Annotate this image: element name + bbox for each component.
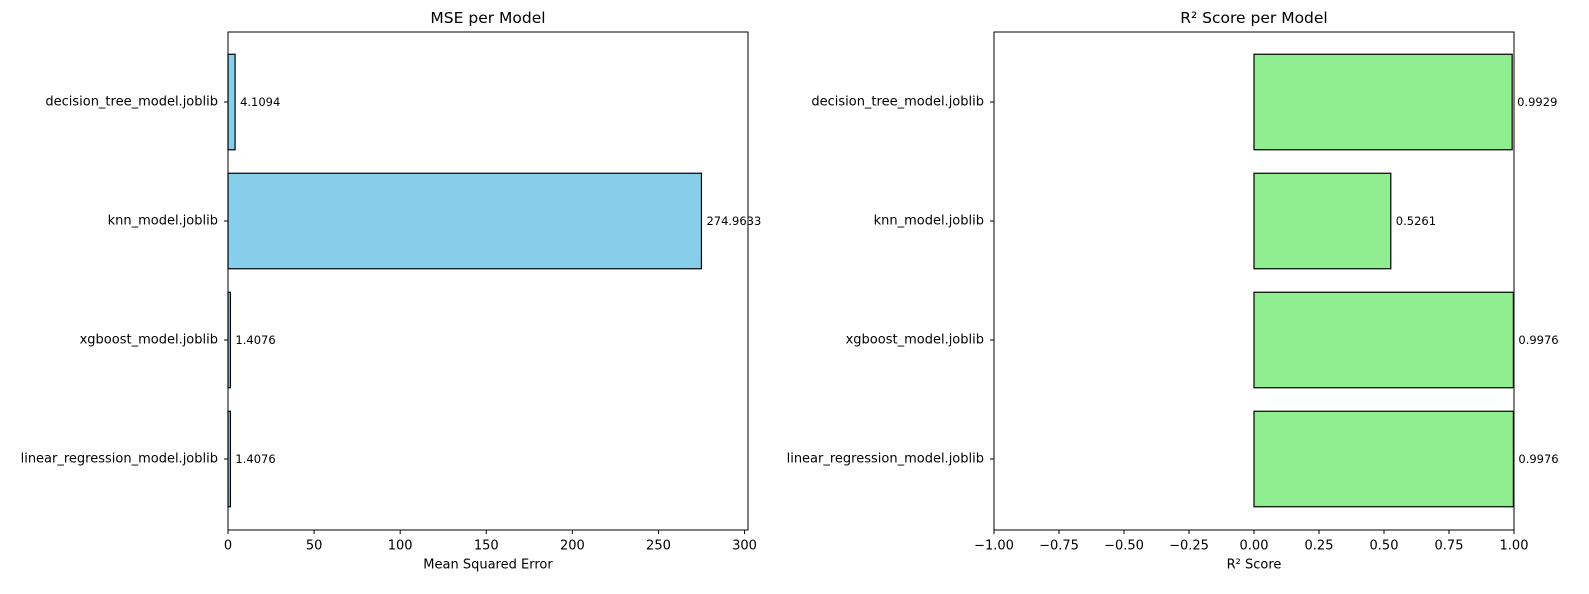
xtick-label-chart2-6: 0.50 xyxy=(1370,539,1399,554)
x-axis-label-1: Mean Squared Error xyxy=(423,558,553,573)
ytick-label-chart1-1: knn_model.joblib xyxy=(108,214,218,229)
xtick-label-chart1-6: 300 xyxy=(732,539,757,554)
ytick-label-chart1-0: decision_tree_model.joblib xyxy=(45,95,218,110)
xtick-label-chart1-4: 200 xyxy=(560,539,585,554)
xtick-label-chart2-8: 1.00 xyxy=(1500,539,1529,554)
xtick-label-chart2-1: −0.75 xyxy=(1039,539,1079,554)
xtick-label-chart1-1: 50 xyxy=(306,539,323,554)
bar-chart2-3 xyxy=(1253,410,1514,508)
xtick-label-chart1-3: 150 xyxy=(474,539,499,554)
xtick-label-chart2-0: −1.00 xyxy=(974,539,1014,554)
x-axis-label-2: R² Score xyxy=(1227,558,1282,573)
bar-chart1-0 xyxy=(227,53,236,151)
value-label-chart2-0: 0.9929 xyxy=(1517,95,1557,109)
xtick-label-chart2-2: −0.50 xyxy=(1104,539,1144,554)
value-label-chart1-3: 1.4076 xyxy=(235,452,275,466)
value-label-chart1-1: 274.9633 xyxy=(706,214,761,228)
value-label-chart2-3: 0.9976 xyxy=(1518,452,1558,466)
bar-chart2-0 xyxy=(1253,53,1513,151)
chart-title-2: R² Score per Model xyxy=(1180,9,1327,27)
xtick-label-chart2-3: −0.25 xyxy=(1169,539,1209,554)
xtick-label-chart1-0: 0 xyxy=(224,539,232,554)
ytick-label-chart2-2: xgboost_model.joblib xyxy=(846,333,984,348)
ytick-label-chart2-1: knn_model.joblib xyxy=(874,214,984,229)
value-label-chart1-2: 1.4076 xyxy=(235,333,275,347)
value-label-chart1-0: 4.1094 xyxy=(240,95,280,109)
ytick-label-chart1-2: xgboost_model.joblib xyxy=(80,333,218,348)
bar-chart1-1 xyxy=(227,172,703,270)
xtick-label-chart1-5: 250 xyxy=(646,539,671,554)
value-label-chart2-1: 0.5261 xyxy=(1396,214,1436,228)
xtick-label-chart2-5: 0.25 xyxy=(1305,539,1334,554)
bar-chart2-1 xyxy=(1253,172,1392,270)
xtick-label-chart1-2: 100 xyxy=(388,539,413,554)
plot-frame-chart1 xyxy=(227,31,749,531)
xtick-label-chart2-4: 0.00 xyxy=(1240,539,1269,554)
ytick-label-chart1-3: linear_regression_model.joblib xyxy=(21,452,218,467)
value-label-chart2-2: 0.9976 xyxy=(1518,333,1558,347)
ytick-label-chart2-0: decision_tree_model.joblib xyxy=(811,95,984,110)
chart-title-1: MSE per Model xyxy=(430,9,545,27)
xtick-label-chart2-7: 0.75 xyxy=(1435,539,1464,554)
ytick-label-chart2-3: linear_regression_model.joblib xyxy=(787,452,984,467)
bar-chart2-2 xyxy=(1253,291,1514,389)
